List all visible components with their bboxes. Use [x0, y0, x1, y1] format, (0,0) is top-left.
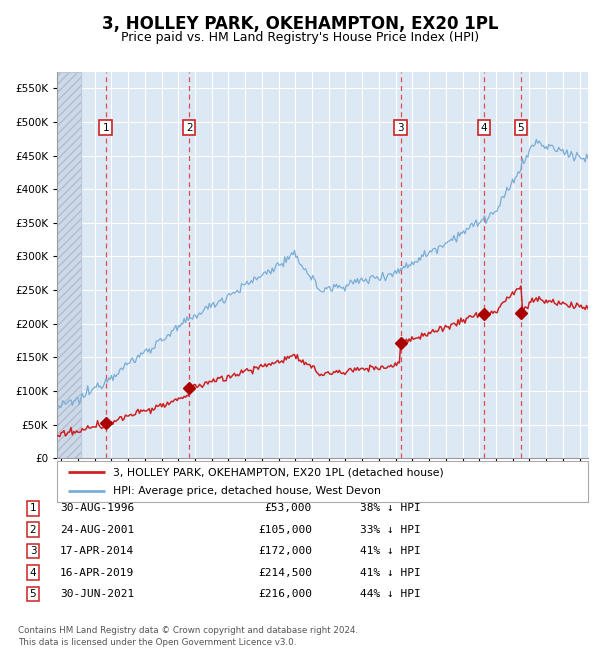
Text: 41% ↓ HPI: 41% ↓ HPI: [360, 546, 421, 556]
Text: 16-APR-2019: 16-APR-2019: [60, 567, 134, 578]
Text: 24-AUG-2001: 24-AUG-2001: [60, 525, 134, 535]
Text: 33% ↓ HPI: 33% ↓ HPI: [360, 525, 421, 535]
Text: 5: 5: [518, 123, 524, 133]
Text: £53,000: £53,000: [265, 503, 312, 514]
Text: £216,000: £216,000: [258, 589, 312, 599]
Text: 2: 2: [186, 123, 193, 133]
Text: 3: 3: [397, 123, 404, 133]
Text: £105,000: £105,000: [258, 525, 312, 535]
Text: 44% ↓ HPI: 44% ↓ HPI: [360, 589, 421, 599]
Text: Price paid vs. HM Land Registry's House Price Index (HPI): Price paid vs. HM Land Registry's House …: [121, 31, 479, 44]
Text: 30-AUG-1996: 30-AUG-1996: [60, 503, 134, 514]
Text: HPI: Average price, detached house, West Devon: HPI: Average price, detached house, West…: [113, 486, 380, 496]
Text: 4: 4: [29, 567, 37, 578]
Text: £214,500: £214,500: [258, 567, 312, 578]
Text: 4: 4: [481, 123, 487, 133]
Text: 3, HOLLEY PARK, OKEHAMPTON, EX20 1PL: 3, HOLLEY PARK, OKEHAMPTON, EX20 1PL: [102, 15, 498, 33]
Text: 38% ↓ HPI: 38% ↓ HPI: [360, 503, 421, 514]
Text: 2: 2: [29, 525, 37, 535]
Text: 3: 3: [29, 546, 37, 556]
Text: 1: 1: [29, 503, 37, 514]
Text: 3, HOLLEY PARK, OKEHAMPTON, EX20 1PL (detached house): 3, HOLLEY PARK, OKEHAMPTON, EX20 1PL (de…: [113, 467, 443, 477]
Text: 41% ↓ HPI: 41% ↓ HPI: [360, 567, 421, 578]
Text: 17-APR-2014: 17-APR-2014: [60, 546, 134, 556]
Text: £172,000: £172,000: [258, 546, 312, 556]
Text: Contains HM Land Registry data © Crown copyright and database right 2024.
This d: Contains HM Land Registry data © Crown c…: [18, 626, 358, 647]
Text: 30-JUN-2021: 30-JUN-2021: [60, 589, 134, 599]
Text: 5: 5: [29, 589, 37, 599]
Text: 1: 1: [103, 123, 109, 133]
